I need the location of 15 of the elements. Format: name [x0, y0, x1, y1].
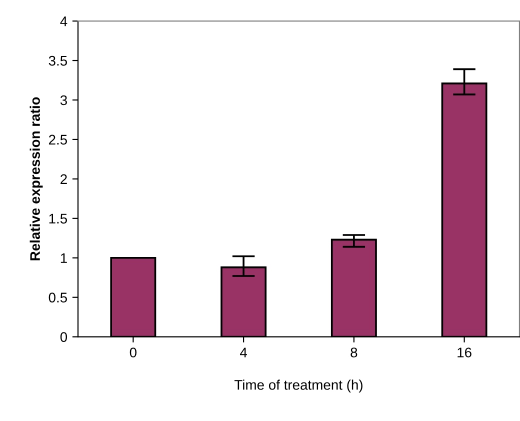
y-tick-label: 2	[60, 174, 67, 184]
x-axis-title: Time of treatment (h)	[234, 380, 362, 393]
x-tick-label: 16	[458, 348, 472, 358]
x-tick-label: 0	[130, 348, 137, 358]
y-tick-label: 2.5	[48, 134, 68, 145]
y-tick-label: 0	[60, 332, 68, 342]
y-tick-label: 4	[60, 16, 68, 26]
y-axis-title: Relative expression ratio	[30, 97, 43, 260]
y-tick-label: 3.5	[48, 56, 68, 66]
y-tick-label: 0.5	[48, 292, 68, 302]
y-tick-label: 3	[60, 95, 67, 106]
y-tick-label: 1	[60, 253, 67, 263]
y-tick-label: 1.5	[49, 214, 68, 224]
x-tick-label: 8	[350, 348, 358, 358]
x-tick-label: 4	[240, 348, 248, 358]
